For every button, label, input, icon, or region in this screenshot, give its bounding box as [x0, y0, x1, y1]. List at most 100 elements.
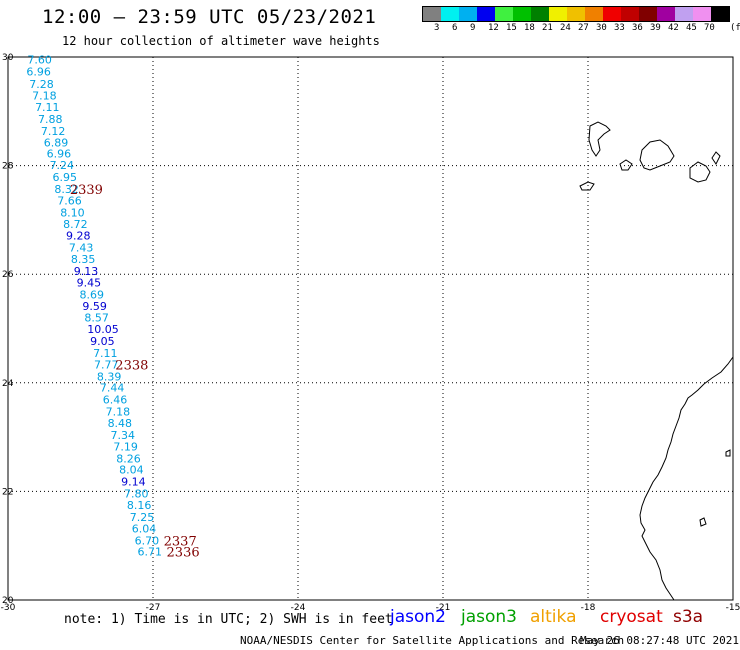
legend-swatch: [549, 7, 567, 21]
wave-height-value: 6.96: [47, 148, 72, 161]
island-gran-canaria: [689, 161, 711, 183]
wave-height-value: 8.26: [116, 452, 140, 465]
pass-time-label: 2338: [115, 358, 148, 373]
island-small-2: [699, 517, 707, 527]
wave-height-value: 8.16: [127, 499, 151, 512]
wave-height-value: 7.25: [130, 511, 155, 524]
wave-height-value: 7.44: [100, 382, 125, 395]
legend-label: 30: [596, 23, 607, 33]
legend-swatch: [621, 7, 639, 21]
legend-swatch: [441, 7, 459, 21]
legend-label: (ft): [730, 23, 740, 33]
legend-swatch: [585, 7, 603, 21]
wave-height-value: 7.18: [106, 406, 131, 419]
lon-tick-label: -27: [146, 603, 161, 613]
legend-swatch: [477, 7, 495, 21]
lat-tick-label: 28: [2, 162, 14, 172]
lon-tick-label: -24: [291, 603, 306, 613]
page-title: 12:00 – 23:59 UTC 05/23/2021: [42, 6, 377, 28]
legend-label: 27: [578, 23, 589, 33]
wave-height-value: 9.45: [77, 276, 102, 289]
footer-note: note: 1) Time is in UTC; 2) SWH is in fe…: [64, 612, 393, 627]
legend-swatch: [423, 7, 441, 21]
wave-height-value: 6.46: [103, 394, 128, 407]
lon-tick-label: -15: [726, 603, 740, 613]
grid-lines: [7, 56, 734, 601]
wave-height-value: 10.05: [87, 323, 119, 336]
legend-swatch: [657, 7, 675, 21]
satellite-cryosat: cryosat: [600, 607, 663, 627]
legend-swatches: [422, 6, 730, 22]
wave-height-value: 8.69: [80, 288, 105, 301]
coastline: [579, 121, 734, 601]
wave-height-value: 9.13: [74, 265, 99, 278]
island-small-1: [725, 449, 731, 457]
legend-label: 9: [470, 23, 476, 33]
wave-height-value: 7.18: [32, 90, 57, 103]
lat-tick-label: 20: [2, 596, 14, 606]
wave-height-value: 8.04: [119, 464, 143, 477]
legend-label: 24: [560, 23, 571, 33]
legend-label: 39: [650, 23, 661, 33]
wave-height-value: 8.57: [84, 312, 109, 325]
lon-tick-label: -21: [436, 603, 451, 613]
island-madeira: [588, 121, 611, 157]
wave-height-value: 7.80: [124, 488, 149, 501]
wave-height-value: 7.43: [69, 242, 94, 255]
wave-height-value: 7.34: [110, 429, 135, 442]
wave-height-value: 9.28: [66, 230, 91, 243]
legend-swatch: [603, 7, 621, 21]
legend-swatch: [495, 7, 513, 21]
wave-height-value: 9.05: [90, 335, 115, 348]
footer-credit: NOAA/NESDIS Center for Satellite Applica…: [240, 634, 625, 647]
wave-height-value: 7.88: [38, 113, 63, 126]
wave-height-value: 7.11: [93, 347, 118, 360]
wave-height-value: 7.24: [50, 159, 75, 172]
axis-ticks: -30 -27 -24 -21 -18 -15 30 28 26 24 22 20: [1, 53, 740, 613]
wave-height-value: 6.04: [132, 522, 157, 535]
wave-height-value: 8.35: [71, 253, 96, 266]
legend-label: 42: [668, 23, 679, 33]
pass-time-label: 2336: [167, 546, 200, 561]
satellite-s3a: s3a: [673, 607, 704, 627]
legend-label: 6: [452, 23, 458, 33]
legend-label: 12: [488, 23, 499, 33]
legend-swatch: [675, 7, 693, 21]
wave-height-value: 6.89: [44, 136, 68, 149]
wave-height-value: 8.10: [60, 206, 84, 219]
satellite-jason3: jason3: [461, 607, 517, 627]
legend-label: 18: [524, 23, 535, 33]
legend-swatch: [639, 7, 657, 21]
wave-height-value: 7.60: [27, 54, 52, 67]
island-la-gomera: [579, 181, 595, 191]
wave-height-value: 9.59: [82, 300, 107, 313]
wave-height-value: 8.32: [54, 183, 79, 196]
island-la-palma: [619, 159, 633, 171]
legend-swatch: [693, 7, 711, 21]
legend-label: 33: [614, 23, 625, 33]
legend-label: 70: [704, 23, 715, 33]
footer-generated-time: May 26 08:27:48 UTC 2021: [580, 634, 739, 647]
map-frame: [7, 56, 734, 601]
lat-tick-label: 22: [2, 487, 13, 497]
island-tenerife: [639, 139, 675, 171]
wave-height-value: 7.12: [41, 125, 66, 138]
wave-height-value: 8.72: [63, 218, 88, 231]
lon-tick-label: -30: [1, 603, 16, 613]
pass-time-label: 2339: [70, 183, 103, 198]
wave-height-value: 8.39: [97, 370, 122, 383]
coastline-africa: [639, 356, 734, 601]
wave-height-observations: 7.606.967.287.187.117.887.126.896.967.24…: [26, 54, 162, 559]
lat-tick-label: 24: [2, 379, 14, 389]
wave-height-value: 7.11: [35, 101, 60, 114]
wave-height-value: 9.14: [121, 476, 146, 489]
legend-swatch: [459, 7, 477, 21]
wave-height-value: 7.28: [29, 78, 54, 91]
island-fuerteventura: [711, 151, 721, 165]
page-subtitle: 12 hour collection of altimeter wave hei…: [62, 34, 380, 48]
legend-swatch: [567, 7, 585, 21]
wave-height-value: 7.66: [57, 194, 82, 207]
